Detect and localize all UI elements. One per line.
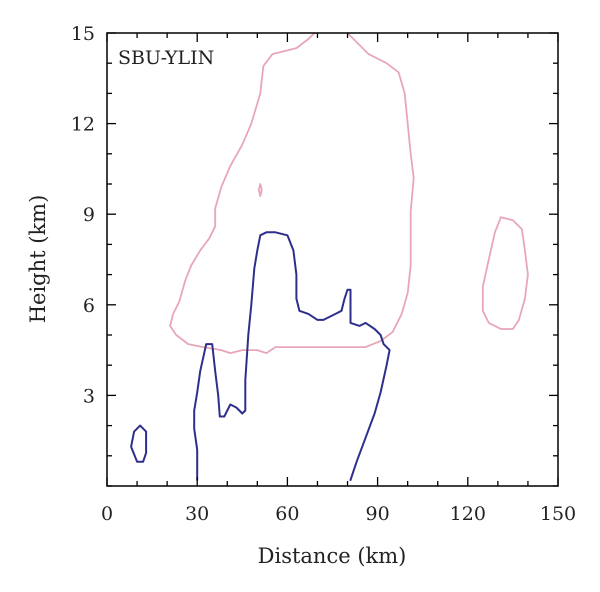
y-axis-label: Height (km) <box>26 195 50 324</box>
y-tick-label: 6 <box>83 295 95 317</box>
x-tick-label: 120 <box>450 503 486 525</box>
contour-0-0 <box>169 32 415 354</box>
contour-0-2 <box>257 183 263 197</box>
contour-1-1 <box>130 424 148 463</box>
axes: 0 30 60 90 120 150 3 6 9 12 15 <box>71 23 576 525</box>
panel-label: SBU-YLIN <box>118 47 214 69</box>
plot-lines <box>130 32 529 481</box>
x-tick-label: 30 <box>185 503 209 525</box>
x-axis-label: Distance (km) <box>258 544 407 568</box>
x-tick-label: 0 <box>101 503 113 525</box>
plot-frame <box>106 32 559 487</box>
contour-1-0 <box>193 231 391 481</box>
x-tick-label: 150 <box>540 503 576 525</box>
y-tick-label: 9 <box>83 204 95 226</box>
y-tick-label: 12 <box>71 114 95 136</box>
y-tick-label: 3 <box>83 385 95 407</box>
y-tick-label: 15 <box>71 23 95 45</box>
contour-0-1 <box>481 216 529 330</box>
x-tick-label: 60 <box>275 503 299 525</box>
x-tick-label: 90 <box>366 503 390 525</box>
